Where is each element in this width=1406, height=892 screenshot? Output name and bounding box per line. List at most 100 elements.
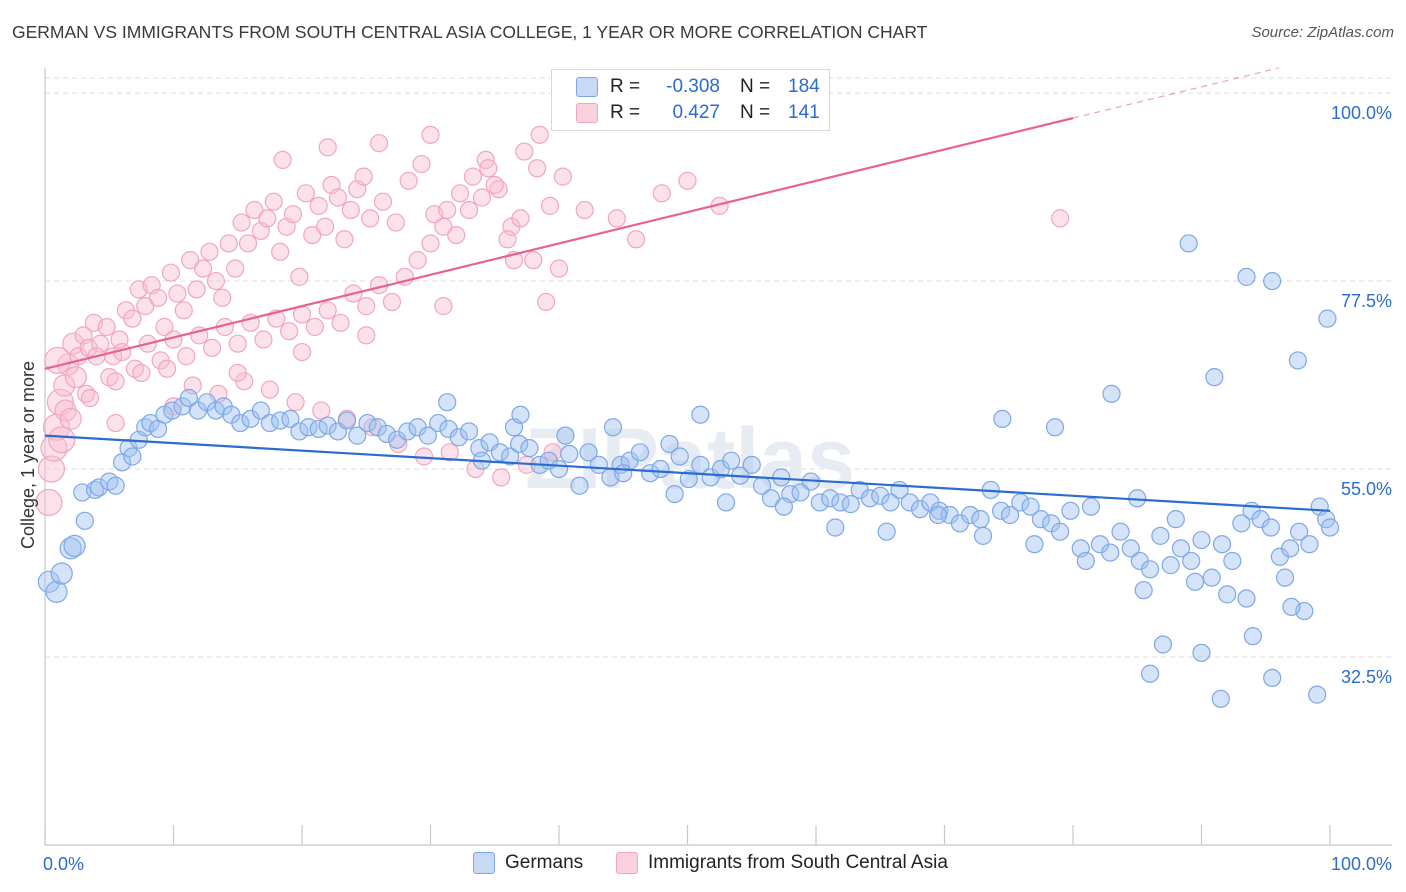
immigrants-point [280,322,299,341]
y-tick-label: 100.0% [1331,103,1392,123]
immigrants-point [524,251,543,270]
y-axis-label: College, 1 year or more [18,361,38,549]
immigrants-point [515,142,534,161]
immigrants-point [258,209,277,228]
immigrants-point [187,280,206,299]
germans-point [251,401,270,420]
legend-r-value: 0.427 [672,102,720,123]
germans-point [641,464,660,483]
germans-point [1300,535,1319,554]
germans-point [1290,522,1309,541]
immigrants-point [312,401,331,420]
immigrants-point [472,188,491,207]
y-tick-labels: 32.5% 55.0% 77.5% 100.0% [1331,103,1392,687]
germans-point [1051,522,1070,541]
gridlines [45,77,1392,658]
germans-point [1218,585,1237,604]
immigrants-point [161,263,181,282]
germans-point [1211,689,1230,708]
germans-point [1101,543,1120,562]
legend-row-germans: R = -0.308 N = 184 [552,74,820,100]
germans-point [281,409,300,429]
immigrants-point [357,297,376,316]
germans-point [1140,664,1160,683]
germans-point [163,401,182,420]
series-legend: Germans Immigrants from South Central As… [0,852,1406,878]
immigrants-point [421,125,440,144]
germans-point [928,505,948,525]
germans-point [660,434,679,454]
correlation-legend: R = -0.308 N = 184 R = 0.427 N = 141 [551,69,830,131]
immigrants-point [97,317,116,337]
germans-point [1111,522,1130,541]
germans-point [679,469,698,489]
immigrants-point [238,234,258,253]
legend-label-immigrants: Immigrants from South Central Asia [648,852,948,873]
germans-point [1179,234,1198,253]
immigrants-point [59,407,82,431]
legend-swatch-blue [576,77,598,97]
germans-point [318,416,337,435]
immigrants-point [459,200,479,220]
germans-point [490,443,509,462]
immigrants-point [290,267,309,286]
legend-item-germans[interactable]: Germans [473,852,583,874]
germans-point [1185,572,1205,591]
legend-swatch-blue [473,852,495,874]
germans-point [560,444,579,464]
germans-point [459,422,479,441]
germans-point [877,522,896,541]
germans-point [1182,551,1201,571]
germans-point [106,476,125,495]
immigrants-point [283,205,303,224]
germans-point [1263,271,1282,291]
germans-point [651,459,670,479]
immigrants-point [438,200,457,220]
germans-point [821,489,840,508]
germans-point [1025,535,1044,554]
immigrants-point [607,209,626,228]
immigrants-point [408,251,427,270]
germans-point [871,486,890,505]
germans-point [1263,668,1282,688]
germans-point [826,518,845,537]
germans-point [348,426,367,445]
germans-point [45,580,68,603]
immigrants-point [202,338,222,357]
immigrants-point [136,297,155,316]
immigrants-point [370,134,389,153]
immigrants-point [357,326,376,345]
germans-point [520,439,539,458]
axes [44,68,1392,846]
legend-n-label: N = [740,76,771,97]
germans-point [556,426,575,445]
germans-point [1320,518,1340,537]
germans-point [1121,539,1140,558]
immigrants-point [575,200,594,220]
immigrants-point [341,200,360,220]
immigrants-point [303,225,322,245]
immigrants-point [549,259,569,278]
legend-n-value: 141 [788,102,820,123]
immigrants-point [181,251,200,270]
germans-point [722,451,741,470]
immigrants-point [412,154,431,174]
immigrants-point [528,159,547,178]
germans-point [75,511,94,530]
germans-point [991,501,1011,520]
immigrants-point [168,284,187,303]
germans-point [973,526,993,545]
germans-point [1153,635,1173,654]
germans-point [1161,556,1180,575]
legend-item-immigrants[interactable]: Immigrants from South Central Asia [616,852,948,874]
germans-point [1140,560,1160,579]
legend-r-value: -0.308 [666,76,720,97]
immigrants-point [1051,209,1070,228]
immigrants-point [678,171,697,190]
immigrants-point [498,230,517,249]
germans-point [418,426,438,445]
immigrants-point [316,217,335,236]
watermark: ZIPatlas [525,411,855,507]
immigrants-point [226,259,245,278]
